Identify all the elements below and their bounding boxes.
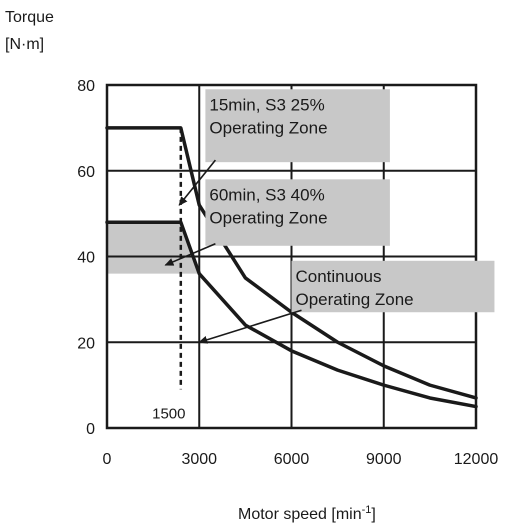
- y-tick-label-1: 20: [77, 335, 95, 352]
- series-line-2: [105, 220, 478, 409]
- y-tick-label-2: 40: [77, 250, 95, 267]
- annotation-box-1: [205, 89, 390, 163]
- x-tick-label-2: 6000: [274, 451, 310, 468]
- x-tick-label-0: 0: [103, 451, 112, 468]
- y-axis-label-line1: Torque: [5, 9, 54, 26]
- annotation-line1-2: 60min, S3 40%: [209, 185, 324, 204]
- x-tick-label-1: 3000: [181, 451, 217, 468]
- annotation-box-2: [205, 179, 390, 246]
- x-axis-label-main: Motor speed [min: [238, 506, 362, 523]
- annotation-arrow-2: [164, 243, 216, 266]
- x-tick-label-4: 12000: [454, 451, 499, 468]
- annotation-line2-1: Operating Zone: [209, 118, 327, 137]
- annotation-line1-3: Continuous: [296, 267, 382, 286]
- y-tick-label-4: 80: [77, 78, 95, 95]
- plot-area: 0 3000 6000 9000 12000 0 20 40 60 80 1500 15min, S3…: [77, 78, 498, 468]
- y-axis-label-line2: [N·m]: [5, 36, 44, 53]
- x-axis-label-sup: -1: [362, 504, 372, 516]
- y-tick-label-0: 0: [86, 421, 95, 438]
- plot-frame: [105, 83, 478, 430]
- x-tick-label-3: 9000: [366, 451, 402, 468]
- annotation-arrow-3: [198, 309, 302, 344]
- x-axis-label-close: ]: [371, 506, 375, 523]
- annotation-box-3: [291, 260, 495, 313]
- vertical-marker-label: 1500: [152, 405, 185, 422]
- annotation-line2-2: Operating Zone: [209, 208, 327, 227]
- annotation-line1-1: 15min, S3 25%: [209, 95, 324, 114]
- y-tick-label-3: 60: [77, 164, 95, 181]
- annotation-line2-3: Operating Zone: [296, 290, 414, 309]
- x-axis-label: Motor speed [min-1]: [238, 504, 376, 523]
- annotation-arrow-1: [178, 159, 217, 206]
